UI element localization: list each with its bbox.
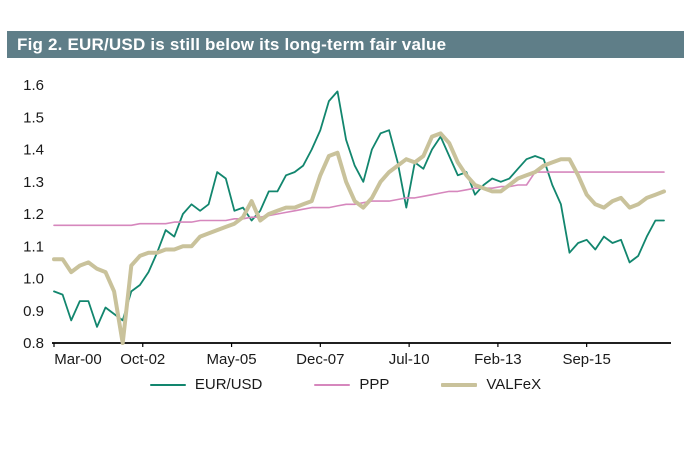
legend-item-valfex: VALFeX	[441, 376, 541, 393]
legend-label-eurusd: EUR/USD	[194, 376, 263, 393]
figure-title: Fig 2. EUR/USD is still below its long-t…	[17, 35, 447, 54]
svg-text:Dec-07: Dec-07	[296, 351, 344, 368]
svg-text:1.6: 1.6	[23, 77, 44, 94]
legend-line-sample-eurusd	[149, 383, 186, 386]
svg-text:1.1: 1.1	[23, 238, 44, 255]
legend-label-valfex: VALFeX	[486, 376, 542, 393]
svg-text:Mar-00: Mar-00	[54, 351, 102, 368]
svg-text:1.0: 1.0	[23, 271, 44, 288]
svg-text:1.2: 1.2	[23, 206, 44, 223]
svg-text:0.8: 0.8	[23, 335, 44, 352]
svg-text:May-05: May-05	[207, 351, 257, 368]
legend-item-eurusd: EUR/USD	[149, 376, 263, 393]
svg-text:0.9: 0.9	[23, 303, 44, 320]
svg-text:Oct-02: Oct-02	[120, 351, 165, 368]
chart-legend: EUR/USD PPP VALFeX	[0, 376, 691, 393]
svg-text:Feb-13: Feb-13	[474, 351, 522, 368]
legend-item-ppp: PPP	[314, 376, 389, 393]
chart-plot: 0.8 0.9 1.0 1.1 1.2 1.3 1.4 1.5 1.6 Mar-00 Oct-02 M…	[23, 77, 671, 368]
svg-text:1.4: 1.4	[23, 142, 44, 159]
svg-text:Sep-15: Sep-15	[562, 351, 610, 368]
legend-label-ppp: PPP	[359, 376, 390, 393]
svg-text:1.5: 1.5	[23, 109, 44, 126]
legend-line-sample-valfex	[441, 382, 478, 387]
figure-title-banner: Fig 2. EUR/USD is still below its long-t…	[7, 31, 684, 58]
legend-line-sample-ppp	[314, 383, 351, 386]
svg-text:1.3: 1.3	[23, 174, 44, 191]
chart-area: 0.8 0.9 1.0 1.1 1.2 1.3 1.4 1.5 1.6 Mar-00 Oct-02 M…	[0, 59, 691, 374]
report-figure: { "header": { "title": "Fig 2. EUR/USD i…	[0, 31, 691, 462]
svg-text:Jul-10: Jul-10	[389, 351, 430, 368]
